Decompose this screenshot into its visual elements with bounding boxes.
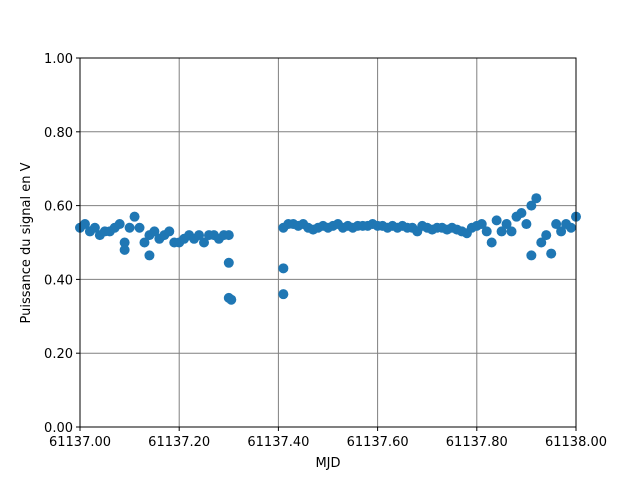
point [226,294,237,305]
point [491,215,502,226]
y-tick-label: 0.20 [44,347,73,362]
point [124,222,135,233]
point [486,237,497,248]
y-axis-label: Puissance du signal en V [19,162,34,323]
x-tick-label: 61137.80 [446,435,508,450]
y-tick-label: 0.80 [44,126,73,141]
x-tick-label: 61137.40 [247,435,309,450]
point [521,219,532,230]
y-tick-label: 0.40 [44,273,73,288]
y-tick-label: 0.60 [44,200,73,215]
point [556,226,567,237]
point [516,207,527,218]
point [541,230,552,241]
x-tick-label: 61138.00 [545,435,607,450]
point [476,219,487,230]
point [149,226,160,237]
point [164,226,175,237]
point [551,219,562,230]
point [79,219,90,230]
point [89,222,100,233]
y-tick-label: 1.00 [44,52,73,67]
point [278,263,289,274]
point [129,211,140,222]
point [531,193,542,204]
point [134,222,145,233]
point [526,200,537,211]
point [223,257,234,268]
point [119,244,130,255]
point [223,230,234,241]
point [536,237,547,248]
point [114,219,125,230]
point [506,226,517,237]
x-tick-label: 61137.60 [347,435,409,450]
point [546,248,557,259]
y-tick-label: 0.00 [44,421,73,436]
point [194,230,205,241]
point [278,289,289,300]
point [501,219,512,230]
point [119,237,130,248]
point [526,250,537,261]
point [566,222,577,233]
x-tick-label: 61137.20 [148,435,210,450]
x-tick-label: 61137.00 [49,435,111,450]
x-axis-label: MJD [315,456,340,471]
point [481,226,492,237]
point [199,237,209,248]
point [496,226,507,237]
point [144,250,155,261]
plot-frame [79,57,577,428]
point [139,237,150,248]
